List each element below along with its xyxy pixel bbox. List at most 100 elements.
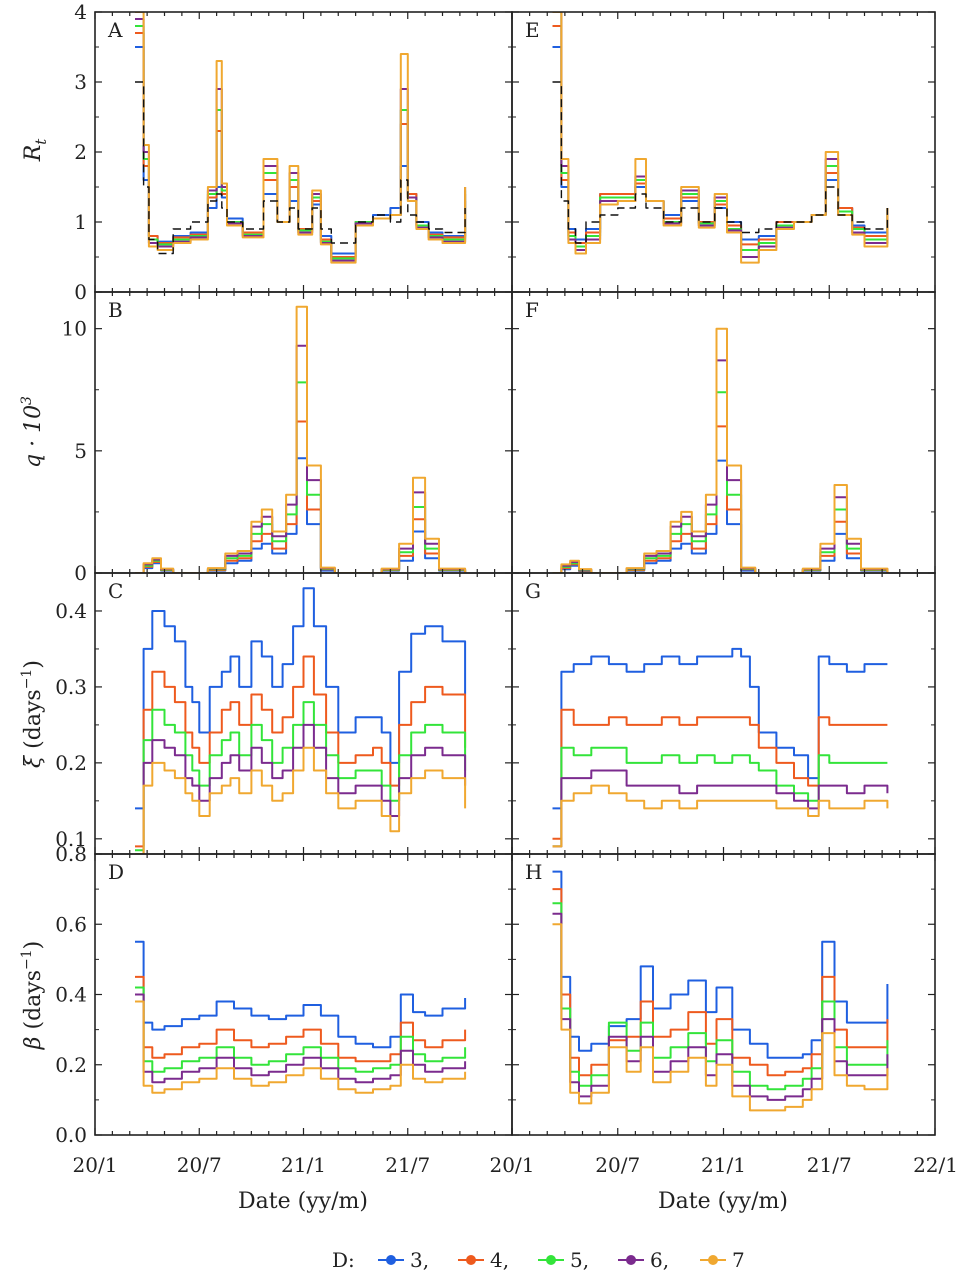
- panel-letter-C: C: [108, 579, 123, 603]
- legend: D: 3, 4, 5, 6, 7: [332, 1248, 745, 1272]
- series-line-F-1: [552, 425, 889, 573]
- series-line-B-0: [135, 457, 467, 573]
- x-axis-label-left: Date (yy/m): [238, 1189, 368, 1214]
- y-tick-label-D-3: 0.6: [55, 912, 87, 936]
- legend-label-1: 4,: [490, 1248, 509, 1272]
- series-group-B: [135, 305, 467, 573]
- y-tick-label-B-2: 10: [62, 317, 87, 341]
- series-group-C: [135, 587, 467, 854]
- panel-H: H: [511, 853, 936, 1136]
- legend-marker-0: [386, 1255, 396, 1265]
- series-line-A-4: [135, 12, 467, 264]
- legend-marker-4: [708, 1255, 718, 1265]
- series-line-C-0: [135, 587, 467, 810]
- series-line-D-0: [135, 940, 467, 1049]
- series-line-G-1: [552, 708, 888, 840]
- panel-F: F: [511, 291, 936, 574]
- legend-label-3: 6,: [650, 1248, 669, 1272]
- y-tick-label-A-3: 3: [74, 70, 87, 94]
- series-line-H-4: [552, 923, 889, 1112]
- series-group-D: [135, 940, 467, 1094]
- y-tick-label-C-1: 0.2: [55, 751, 87, 775]
- series-line-F-0: [552, 459, 889, 573]
- series-line-E-5: [552, 81, 889, 244]
- series-group-F: [552, 327, 889, 573]
- y-tick-label-C-0: 0.1: [55, 827, 87, 851]
- panel-letter-G: G: [525, 579, 541, 603]
- y-tick-label-D-4: 0.8: [55, 842, 87, 866]
- ylabel-panel-D: β (days−1): [19, 941, 46, 1050]
- panel-frame-B: [94, 291, 513, 574]
- series-group-A: [135, 12, 467, 264]
- x-tick-label-right-0: 20/1: [490, 1153, 535, 1177]
- series-line-D-4: [135, 1000, 467, 1094]
- panels-layer: 0 1 2 3 4A 0 5 10 B 0.1 0.2 0.3 0.4 C 0.0 0.2 0.4 0.6 0.8 D…: [55, 0, 936, 1147]
- panel-frame-F: [511, 291, 936, 574]
- series-line-C-1: [135, 655, 467, 848]
- y-tick-label-D-0: 0.0: [55, 1123, 87, 1147]
- series-group-E: [552, 12, 889, 264]
- series-group-G: [552, 647, 889, 848]
- legend-label-2: 5,: [570, 1248, 589, 1272]
- series-line-E-3: [552, 12, 889, 258]
- x-tick-label-right-2: 21/1: [701, 1153, 746, 1177]
- series-line-F-4: [552, 327, 889, 573]
- series-line-H-3: [552, 912, 889, 1101]
- x-tick-label-right-3: 21/7: [807, 1153, 852, 1177]
- series-line-G-0: [552, 647, 888, 810]
- series-line-B-3: [135, 344, 467, 573]
- panel-letter-D: D: [108, 860, 124, 884]
- series-group-H: [552, 870, 889, 1112]
- legend-marker-1: [466, 1255, 476, 1265]
- x-axis-label-right: Date (yy/m): [658, 1189, 788, 1214]
- y-tick-label-C-2: 0.3: [55, 675, 87, 699]
- series-line-G-3: [552, 769, 889, 848]
- series-line-C-2: [135, 701, 467, 852]
- series-line-E-4: [552, 12, 889, 264]
- x-tick-label-right-1: 20/7: [595, 1153, 640, 1177]
- y-tick-label-A-1: 1: [74, 210, 87, 234]
- x-tick-label-left-1: 20/7: [177, 1153, 222, 1177]
- panel-letter-A: A: [107, 18, 123, 42]
- x-tick-label-left-2: 21/1: [281, 1153, 326, 1177]
- panel-D: 0.0 0.2 0.4 0.6 0.8 D: [55, 842, 513, 1147]
- x-tick-label-left-3: 21/7: [385, 1153, 430, 1177]
- panel-letter-E: E: [525, 18, 540, 42]
- panel-frame-G: [511, 572, 936, 855]
- legend-marker-3: [626, 1255, 636, 1265]
- legend-label-0: 3,: [410, 1248, 429, 1272]
- series-line-D-1: [135, 975, 467, 1063]
- ylabel-panel-B: q · 103: [19, 396, 46, 468]
- series-line-C-4: [135, 746, 467, 854]
- series-line-G-4: [552, 784, 889, 848]
- y-tick-label-D-2: 0.4: [55, 983, 87, 1007]
- legend-label-4: 7: [732, 1248, 745, 1272]
- series-line-D-3: [135, 993, 467, 1084]
- y-axis-labels-layer: Rt q · 103 ξ (days−1) β (days−1): [19, 138, 50, 1051]
- y-tick-label-A-0: 0: [74, 280, 87, 304]
- ylabel-panel-C: ξ (days−1): [19, 660, 46, 768]
- panel-letter-F: F: [525, 298, 539, 322]
- panel-B: 0 5 10 B: [62, 291, 513, 585]
- y-tick-label-A-4: 4: [74, 0, 87, 24]
- series-line-A-5: [135, 81, 466, 255]
- series-line-F-2: [552, 391, 889, 573]
- y-tick-label-B-0: 0: [74, 561, 87, 585]
- y-tick-label-C-3: 0.4: [55, 599, 87, 623]
- ylabel-panel-A: Rt: [21, 138, 50, 163]
- panel-C: 0.1 0.2 0.3 0.4 C: [55, 572, 513, 855]
- series-line-B-4: [135, 305, 467, 573]
- x-tick-label-right-4: 22/1: [913, 1153, 958, 1177]
- panel-letter-H: H: [525, 860, 542, 884]
- series-line-C-3: [135, 723, 467, 854]
- series-line-B-1: [135, 420, 467, 573]
- y-tick-label-D-1: 0.2: [55, 1053, 87, 1077]
- legend-marker-2: [546, 1255, 556, 1265]
- y-tick-label-A-2: 2: [74, 140, 87, 164]
- legend-title: D:: [332, 1248, 355, 1272]
- series-line-D-2: [135, 986, 467, 1073]
- panel-G: G: [511, 572, 936, 855]
- panel-E: E: [511, 11, 936, 293]
- panel-letter-B: B: [108, 298, 123, 322]
